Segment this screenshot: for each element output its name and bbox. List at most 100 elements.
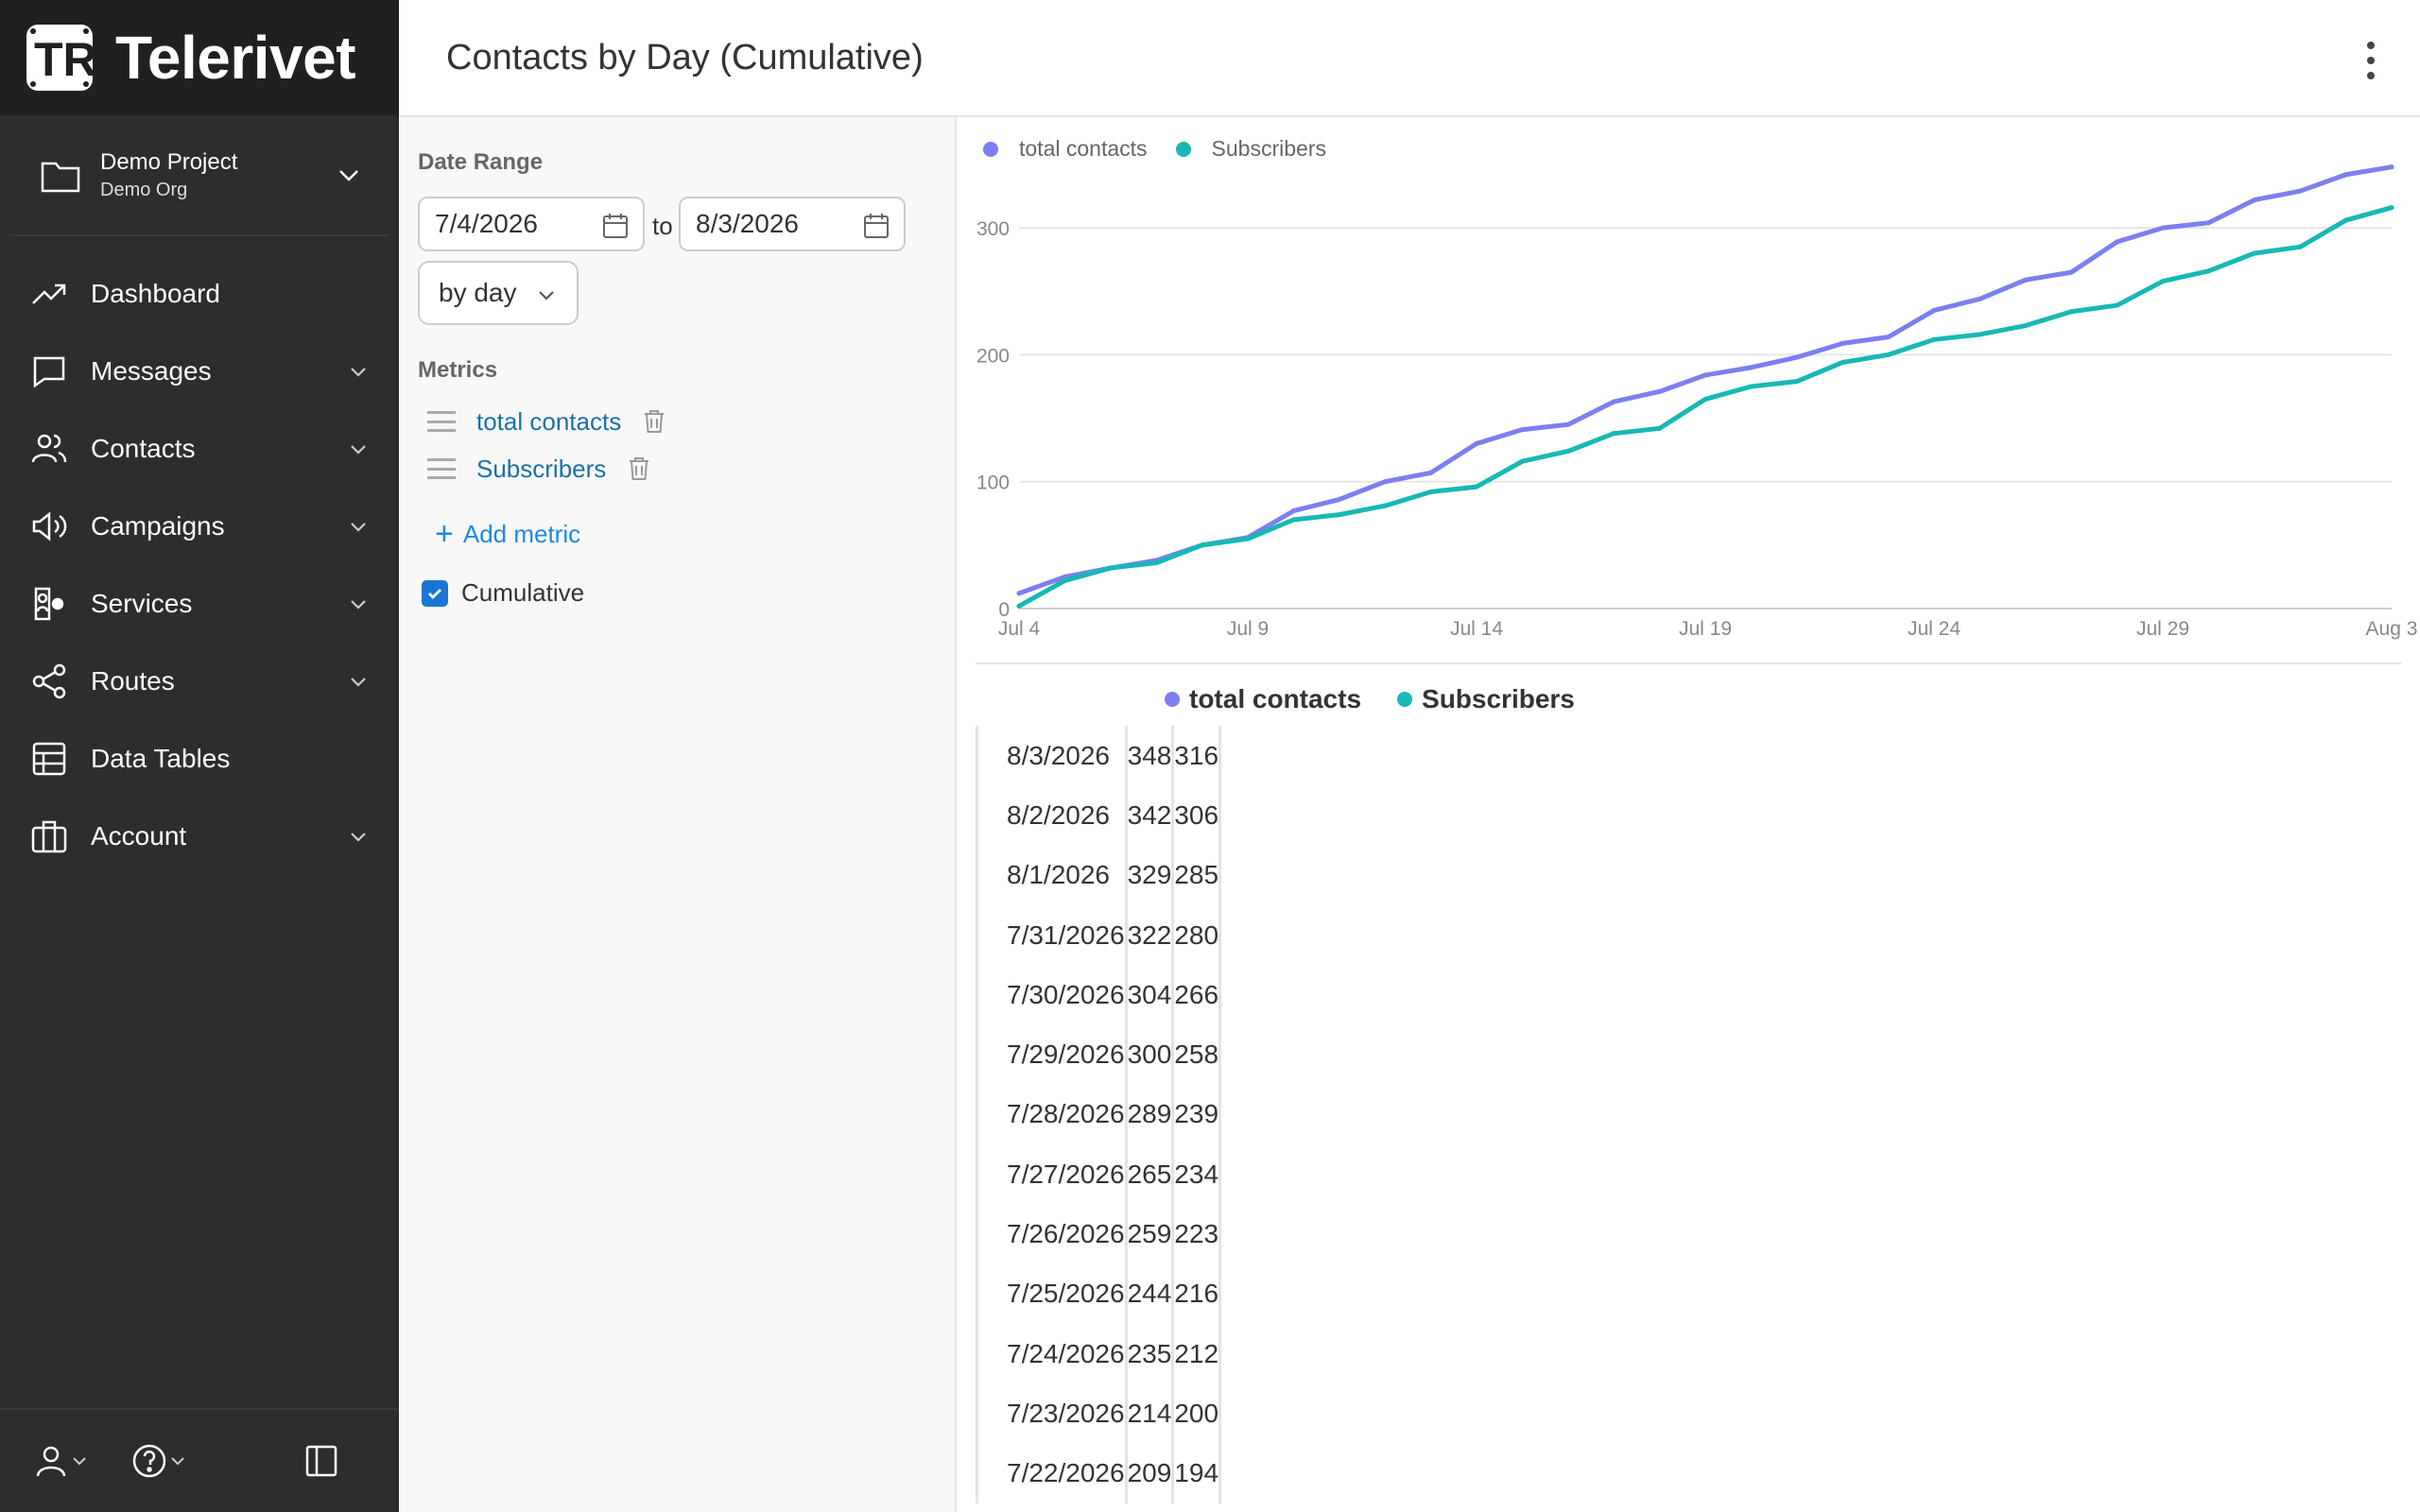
table-row: 7/23/2026 214 200 bbox=[976, 1383, 1222, 1444]
data-point[interactable] bbox=[1840, 340, 1845, 346]
data-point[interactable] bbox=[2023, 323, 2029, 329]
metric-link[interactable]: Subscribers bbox=[476, 454, 607, 483]
data-point[interactable] bbox=[2252, 198, 2257, 203]
data-point[interactable] bbox=[2160, 225, 2166, 231]
data-point[interactable] bbox=[1245, 536, 1251, 541]
data-point[interactable] bbox=[2115, 239, 2120, 245]
add-metric-button[interactable]: + Add metric bbox=[435, 518, 580, 550]
nav-item-account[interactable]: Account bbox=[0, 798, 399, 875]
more-options-icon[interactable] bbox=[2365, 42, 2377, 79]
data-point[interactable] bbox=[1200, 542, 1205, 548]
legend-item-total-contacts[interactable]: total contacts bbox=[983, 136, 1148, 162]
data-point[interactable] bbox=[1428, 489, 1434, 494]
date-to-input[interactable]: 8/3/2026 bbox=[679, 197, 906, 251]
nav-item-routes[interactable]: Routes bbox=[0, 643, 399, 720]
calendar-icon[interactable] bbox=[601, 212, 630, 240]
row-subscribers: 239 bbox=[1172, 1084, 1222, 1145]
interval-select[interactable]: by day bbox=[418, 261, 579, 325]
drag-handle-icon[interactable] bbox=[427, 458, 456, 479]
data-point[interactable] bbox=[1337, 497, 1342, 503]
data-point[interactable] bbox=[1290, 517, 1296, 523]
data-point[interactable] bbox=[2389, 164, 2394, 170]
data-point[interactable] bbox=[2115, 302, 2120, 308]
data-point[interactable] bbox=[1657, 388, 1663, 394]
data-point[interactable] bbox=[1840, 359, 1845, 365]
data-point[interactable] bbox=[1337, 512, 1342, 518]
data-point[interactable] bbox=[1794, 379, 1800, 385]
row-total-contacts: 289 bbox=[1126, 1084, 1175, 1145]
data-point[interactable] bbox=[1703, 396, 1708, 402]
data-point[interactable] bbox=[2068, 309, 2074, 315]
data-point[interactable] bbox=[1565, 448, 1571, 454]
data-point[interactable] bbox=[2068, 269, 2074, 275]
nav-item-data-tables[interactable]: Data Tables bbox=[0, 720, 399, 798]
data-point[interactable] bbox=[1748, 384, 1754, 389]
data-point[interactable] bbox=[1611, 399, 1616, 404]
date-from-input[interactable]: 7/4/2026 bbox=[418, 197, 645, 251]
drag-handle-icon[interactable] bbox=[427, 411, 456, 432]
data-point[interactable] bbox=[2205, 220, 2211, 226]
metric-link[interactable]: total contacts bbox=[476, 406, 622, 436]
project-selector[interactable]: Demo Project Demo Org bbox=[9, 115, 389, 236]
share-icon bbox=[30, 662, 68, 700]
data-point[interactable] bbox=[1794, 354, 1800, 360]
series-line-total-contacts[interactable] bbox=[1016, 164, 2394, 596]
data-point[interactable] bbox=[2389, 205, 2394, 211]
legend-item-subscribers[interactable]: Subscribers bbox=[1175, 136, 1326, 162]
nav-item-dashboard[interactable]: Dashboard bbox=[0, 255, 399, 333]
date-from-value: 7/4/2026 bbox=[435, 209, 538, 238]
data-point[interactable] bbox=[2205, 268, 2211, 274]
data-point[interactable] bbox=[1886, 352, 1892, 357]
data-point[interactable] bbox=[1108, 565, 1114, 571]
data-point[interactable] bbox=[2343, 217, 2349, 223]
data-point[interactable] bbox=[2252, 250, 2257, 256]
data-point[interactable] bbox=[2160, 279, 2166, 284]
data-point[interactable] bbox=[1382, 479, 1388, 485]
data-point[interactable] bbox=[2297, 188, 2303, 194]
trash-icon[interactable] bbox=[627, 455, 651, 482]
toggle-sidebar-button[interactable] bbox=[304, 1444, 338, 1478]
data-point[interactable] bbox=[1657, 425, 1663, 431]
megaphone-icon bbox=[30, 507, 68, 545]
data-point[interactable] bbox=[1886, 335, 1892, 340]
data-point[interactable] bbox=[1519, 427, 1525, 433]
data-point[interactable] bbox=[1977, 332, 1982, 337]
logo[interactable]: TR Telerivet bbox=[0, 0, 399, 115]
user-menu-button[interactable] bbox=[32, 1442, 89, 1480]
row-total-contacts: 322 bbox=[1126, 904, 1175, 966]
table-row: 7/29/2026 300 258 bbox=[976, 1024, 1222, 1085]
data-point[interactable] bbox=[1565, 421, 1571, 427]
data-point[interactable] bbox=[1062, 577, 1067, 583]
cumulative-checkbox[interactable]: Cumulative bbox=[422, 578, 584, 608]
data-point[interactable] bbox=[1931, 336, 1937, 342]
data-point[interactable] bbox=[1474, 440, 1479, 446]
nav-item-messages[interactable]: Messages bbox=[0, 333, 399, 410]
table-row: 8/3/2026 348 316 bbox=[976, 726, 1222, 786]
data-point[interactable] bbox=[1290, 508, 1296, 514]
data-point[interactable] bbox=[1016, 603, 1022, 609]
main-nav: Dashboard Messages Contacts Campaigns Se… bbox=[0, 236, 399, 875]
data-point[interactable] bbox=[1382, 503, 1388, 508]
data-point[interactable] bbox=[1428, 470, 1434, 475]
data-point[interactable] bbox=[1519, 458, 1525, 464]
data-point[interactable] bbox=[1931, 307, 1937, 313]
data-point[interactable] bbox=[1977, 296, 1982, 301]
data-point[interactable] bbox=[1016, 591, 1022, 596]
data-point[interactable] bbox=[1611, 431, 1616, 437]
data-point[interactable] bbox=[2023, 277, 2029, 283]
row-date: 7/24/2026 bbox=[976, 1323, 1128, 1384]
nav-item-campaigns[interactable]: Campaigns bbox=[0, 488, 399, 565]
nav-item-contacts[interactable]: Contacts bbox=[0, 410, 399, 488]
help-menu-button[interactable] bbox=[130, 1442, 187, 1480]
data-point[interactable] bbox=[1474, 484, 1479, 490]
trash-icon[interactable] bbox=[642, 408, 666, 435]
nav-item-services[interactable]: Services bbox=[0, 565, 399, 643]
series-line-subscribers[interactable] bbox=[1016, 205, 2394, 609]
data-point[interactable] bbox=[2343, 172, 2349, 178]
data-point[interactable] bbox=[1153, 560, 1159, 566]
data-point[interactable] bbox=[2297, 244, 2303, 249]
checkbox-checked-icon[interactable] bbox=[422, 579, 448, 607]
calendar-icon[interactable] bbox=[862, 212, 890, 240]
data-point[interactable] bbox=[1703, 372, 1708, 378]
data-point[interactable] bbox=[1748, 365, 1754, 370]
